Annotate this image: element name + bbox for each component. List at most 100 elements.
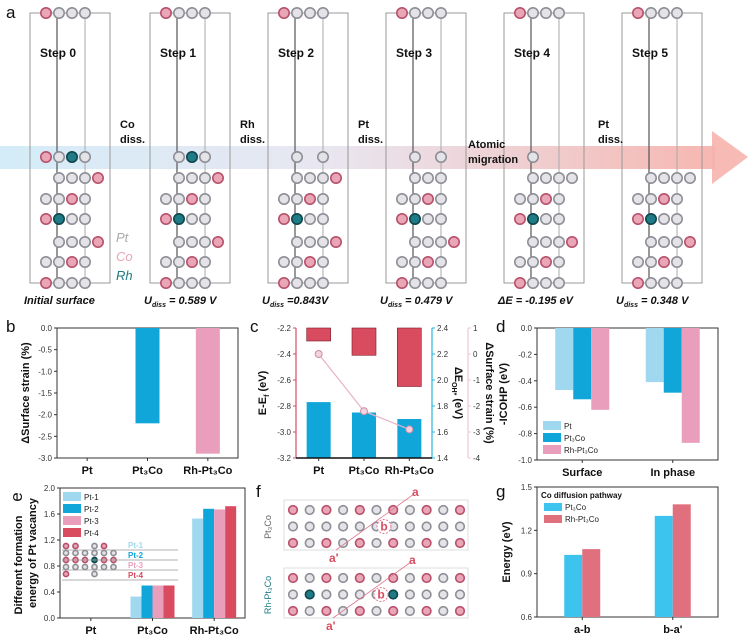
- inset-label: Pt-2: [128, 551, 144, 560]
- co-atom: [421, 572, 432, 584]
- pt-atom: [72, 549, 79, 557]
- x-category-label: Pt: [85, 625, 96, 637]
- pt-atom: [565, 172, 578, 185]
- co-atom: [395, 213, 408, 226]
- co-atom: [212, 172, 225, 185]
- legend-swatch: [63, 516, 81, 525]
- y-tick-label: 0.0: [44, 614, 56, 623]
- co-atom: [454, 504, 466, 516]
- pt-atom: [290, 276, 303, 289]
- co-atom: [160, 213, 173, 226]
- y-axis-label-right: ΔEOH* (eV): [450, 367, 464, 420]
- pt-atom: [39, 255, 52, 268]
- pt-atom: [304, 504, 315, 516]
- legend-swatch: [543, 445, 561, 454]
- pt-atom: [304, 605, 315, 617]
- y-tick-label: -2: [473, 402, 481, 411]
- co-atom: [421, 537, 432, 549]
- bar-rh-pt-co: [591, 328, 610, 410]
- y-tick-label: 0.8: [44, 562, 56, 571]
- bar-pt-3: [152, 585, 164, 618]
- axes-frame: [536, 327, 719, 461]
- y-tick-label: 1: [473, 324, 478, 333]
- site-a-prime-label: a': [326, 619, 336, 633]
- rh-atom: [290, 213, 303, 226]
- pt-atom: [513, 193, 526, 206]
- pt-atom: [421, 172, 434, 185]
- pt-atom: [91, 542, 98, 550]
- pt-atom: [173, 255, 186, 268]
- co-atom: [421, 504, 432, 516]
- y-axis-label: Energy (eV): [501, 521, 513, 582]
- pt-atom: [421, 236, 434, 249]
- pt-atom: [371, 537, 382, 549]
- pt-atom: [173, 7, 186, 19]
- co-atom: [354, 537, 365, 549]
- pt-atom: [186, 236, 199, 249]
- slab-step-4: Step 4 ΔE = -0.195 eV: [497, 7, 585, 307]
- transition-label: Atomic: [468, 139, 505, 151]
- pt-atom: [52, 276, 65, 289]
- pt-atom: [354, 589, 365, 600]
- co-atom: [447, 236, 460, 249]
- pt-atom: [631, 255, 644, 268]
- co-atom: [277, 276, 290, 289]
- strain-point: [314, 350, 323, 358]
- co-atom: [354, 572, 365, 584]
- pt-atom: [404, 589, 416, 600]
- pt-atom: [321, 521, 332, 532]
- pt-atom: [434, 213, 447, 226]
- pt-atom: [290, 193, 303, 206]
- step-caption: Udiss = 0.348 V: [616, 295, 690, 309]
- pt-atom: [66, 236, 79, 249]
- pt-atom: [408, 172, 421, 185]
- co-atom: [100, 542, 108, 550]
- pt-atom: [338, 572, 349, 584]
- bar-delta-e-oh: [397, 419, 422, 458]
- co-atom: [160, 276, 173, 289]
- pt-atom: [438, 572, 449, 584]
- pt-atom: [552, 255, 565, 268]
- y-tick-label: -0.4: [518, 377, 532, 386]
- bar-pt-co: [654, 515, 673, 617]
- pt-atom: [52, 172, 65, 185]
- y-tick-label: -1.0: [518, 456, 532, 465]
- co-atom: [321, 504, 332, 516]
- ylabel-sub: f: [264, 394, 271, 397]
- pt-atom: [404, 537, 416, 549]
- pt-atom: [173, 172, 186, 185]
- pt-atom: [644, 172, 657, 185]
- pt-atom: [526, 193, 539, 206]
- pt-atom: [81, 549, 89, 557]
- y-tick-label: -2.5: [38, 432, 52, 441]
- pt-atom: [371, 504, 382, 516]
- slab-step-3: Step 3 Udiss = 0.479 V: [380, 7, 467, 309]
- pt-atom: [657, 172, 670, 185]
- y-tick-label: 0: [473, 350, 478, 359]
- co-atom: [657, 193, 670, 206]
- pt-atom: [316, 236, 329, 249]
- structure-label: Pt₃Co: [263, 515, 273, 539]
- bar-strain: [195, 328, 220, 454]
- co-atom: [39, 7, 52, 19]
- y-axis-label: Different formation: [13, 515, 25, 614]
- pt-atom: [438, 605, 449, 617]
- rh-atom: [644, 213, 657, 226]
- pt-atom: [670, 255, 683, 268]
- co-atom: [539, 255, 552, 268]
- pt-atom: [79, 255, 92, 268]
- pt-atom: [526, 255, 539, 268]
- y-tick-label: 0.0: [41, 324, 53, 333]
- pt-atom: [52, 255, 65, 268]
- pt-atom: [316, 172, 329, 185]
- pt-atom: [404, 605, 416, 617]
- x-category-label: Rh-Pt₃Co: [385, 465, 434, 477]
- pt-atom: [657, 7, 670, 19]
- pt-atom: [199, 213, 212, 226]
- bar-pt: [555, 328, 574, 391]
- pt-atom: [91, 570, 98, 578]
- pt-atom: [644, 236, 657, 249]
- step-label: Step 0: [40, 46, 76, 60]
- pt-atom: [110, 563, 117, 571]
- diffusion-path: [335, 493, 415, 551]
